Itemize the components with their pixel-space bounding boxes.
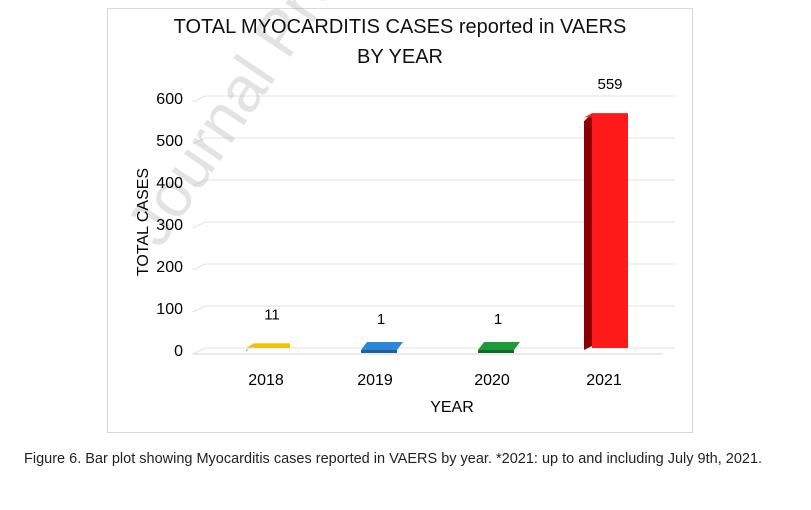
data-label: 1 (377, 311, 385, 328)
x-tick-label: 2020 (474, 372, 510, 389)
labels: 0 100 200 300 400 500 600 11 2018 1 2019 1 2020 559 20… (156, 76, 622, 389)
bars (246, 113, 628, 353)
y-tick-label: 600 (156, 91, 183, 108)
bar-edge (478, 350, 514, 353)
x-tick-label: 2021 (586, 372, 622, 389)
data-label: 1 (494, 311, 502, 328)
x-tick-label: 2019 (357, 372, 393, 389)
gridline-depth (192, 95, 206, 103)
x-axis-title: YEAR (430, 399, 474, 416)
bar-top (246, 343, 290, 348)
bar-top (584, 113, 628, 118)
bar-edge (361, 350, 397, 353)
gridline-depth (192, 305, 206, 313)
bar-chart: Journal Pre-proof 0100200300400500600112… (112, 0, 675, 416)
chart-title-line-2: BY YEAR (357, 46, 443, 68)
y-tick-label: 100 (156, 301, 183, 318)
bar (478, 342, 520, 350)
y-tick-label: 0 (174, 343, 183, 360)
y-axis-title: TOTAL CASES (135, 168, 152, 276)
y-tick-label: 500 (156, 133, 183, 150)
gridline-depth (192, 179, 206, 187)
gridline-depth (192, 263, 206, 271)
data-label: 559 (597, 76, 622, 93)
chart-title-line-1: TOTAL MYOCARDITIS CASES reported in VAER… (174, 16, 627, 38)
gridline-depth (192, 137, 206, 145)
y-tick-label: 300 (156, 217, 183, 234)
gridline-depth (192, 347, 206, 355)
bar (592, 113, 628, 348)
x-tick-label: 2018 (248, 372, 284, 389)
figure-caption: Figure 6. Bar plot showing Myocarditis c… (24, 451, 763, 467)
bar-side (584, 113, 592, 350)
data-label: 11 (264, 306, 280, 323)
y-tick-label: 200 (156, 259, 183, 276)
y-tick-label: 400 (156, 175, 183, 192)
gridline-depth (192, 221, 206, 229)
bar (361, 342, 403, 350)
